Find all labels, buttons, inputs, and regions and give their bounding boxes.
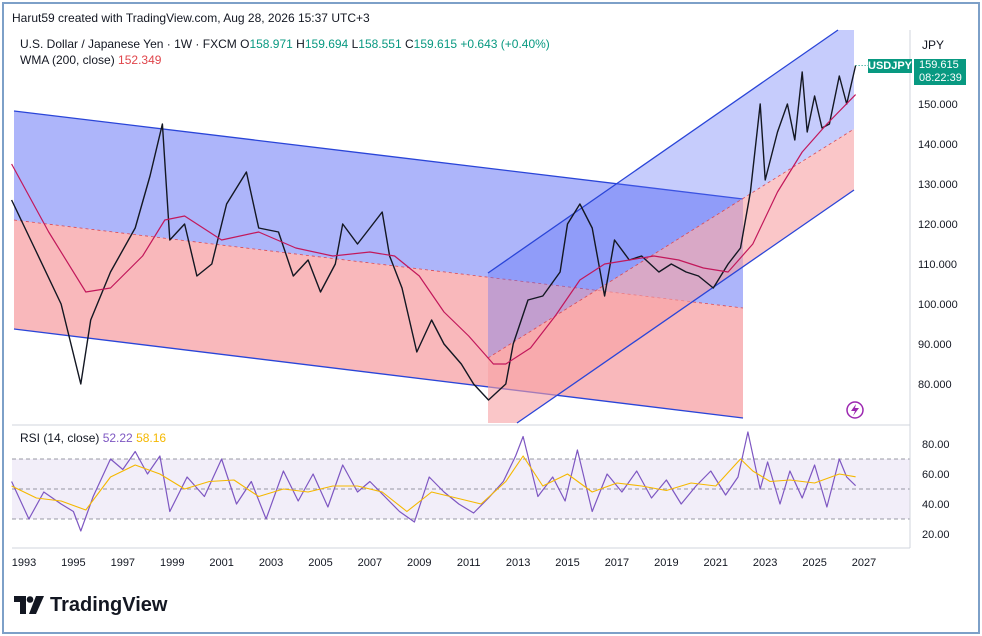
change-value: +0.643 (+0.40%) [460,37,550,51]
usdjpy-price-line[interactable] [10,65,857,401]
header-attribution: Harut59 created with TradingView.com, Au… [12,11,370,25]
time-tick-label: 2015 [555,557,579,569]
ohlc-open: O158.971 [240,37,293,51]
time-tick-label: 2003 [259,557,283,569]
currency-label[interactable]: JPY [922,38,945,52]
rsi-plot [11,431,857,532]
wma-label: WMA (200, close) [20,53,115,67]
time-axis[interactable]: 1993 1995 1997 1999 2001 2003 2005 2007 2009 2011… [12,557,876,569]
price-tick-label: 90.000 [918,339,952,351]
time-tick-label: 1993 [12,557,36,569]
time-tick-label: 1997 [111,557,135,569]
rsi-tick-label: 80.00 [922,439,950,451]
rsi-tick-label: 20.00 [922,529,950,541]
time-tick-label: 2001 [209,557,233,569]
rsi-tick-label: 60.00 [922,469,950,481]
ohlc-close: C159.615 [405,37,457,51]
high-prefix: H [296,37,305,51]
rsi-ma-line[interactable] [11,455,856,513]
tradingview-logo-icon [14,596,44,614]
time-tick-label: 2021 [704,557,728,569]
time-tick-label: 2027 [852,557,876,569]
descending-channel-bottom-line [13,328,744,419]
rsi-value: 52.22 [102,431,133,445]
wma-line[interactable] [11,94,857,365]
rising-channel-top-line [487,29,839,274]
time-tick-label: 2019 [654,557,678,569]
close-prefix: C [405,37,414,51]
price-tick-label: 120.000 [918,219,958,231]
descending-channel-mid-line [13,219,744,309]
rising-channel-lower[interactable] [488,129,854,423]
rising-channel-bottom-line [516,189,855,424]
low-prefix: L [351,37,359,51]
ohlc-low: L158.551 [352,37,402,51]
descending-channel-upper[interactable] [14,111,743,308]
countdown: 08:22:39 [919,72,962,84]
time-tick-label: 2025 [802,557,826,569]
symbol-name[interactable]: U.S. Dollar / Japanese Yen · 1W · FXCM [20,37,237,51]
price-tick-label: 140.000 [918,139,958,151]
time-tick-label: 1999 [160,557,184,569]
price-tick-label: 80.000 [918,379,952,391]
time-tick-label: 1995 [61,557,85,569]
symbol-price-badge: USDJPY [868,59,913,73]
wma-value: 152.349 [118,53,162,67]
tradingview-logo[interactable]: TradingView [14,593,167,617]
low-value: 158.551 [358,37,402,51]
logo-text: TradingView [50,593,168,616]
open-value: 158.971 [249,37,293,51]
close-value: 159.615 [413,37,458,51]
descending-channel-top-line [13,110,744,200]
rsi-axis[interactable]: 20.00 40.00 60.00 80.00 [922,439,950,541]
regression-channels [13,29,855,424]
rising-channel-upper[interactable] [488,30,854,358]
rsi-bands [12,458,910,520]
price-tick-label: 110.000 [918,259,957,271]
time-tick-label: 2017 [605,557,629,569]
time-tick-label: 2023 [753,557,777,569]
rsi-tick-label: 40.00 [922,499,950,511]
rsi-legend[interactable]: RSI (14, close) 52.22 58.16 [20,431,166,445]
price-badge-value: 159.615 [919,59,959,71]
price-tick-label: 130.000 [918,179,958,191]
time-tick-label: 2005 [308,557,332,569]
rsi-line[interactable] [11,431,857,532]
price-badge: 159.615 08:22:39 [914,59,966,85]
main-legend: U.S. Dollar / Japanese Yen · 1W · FXCM O… [20,37,550,51]
ohlc-high: H159.694 [296,37,348,51]
price-axis[interactable]: 80.000 90.000 100.000 110.000 120.000 130.000… [918,99,958,391]
time-tick-label: 2009 [407,557,431,569]
high-value: 159.694 [304,37,349,51]
price-tick-label: 100.000 [918,299,958,311]
time-tick-label: 2011 [457,557,481,569]
time-tick-label: 2013 [506,557,530,569]
price-tick-label: 150.000 [918,99,958,111]
open-prefix: O [240,37,250,51]
rsi-label: RSI (14, close) [20,431,100,445]
rsi-ma-value: 58.16 [136,431,167,445]
lightning-icon[interactable] [846,401,864,419]
time-tick-label: 2007 [358,557,382,569]
wma-legend[interactable]: WMA (200, close) 152.349 [20,53,161,67]
